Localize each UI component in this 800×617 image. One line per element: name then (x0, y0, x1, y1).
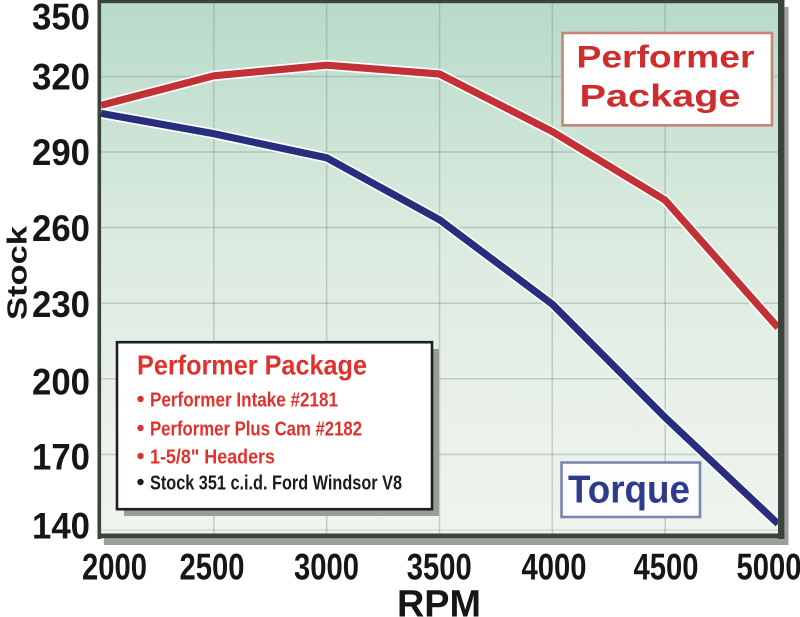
svg-text:320: 320 (32, 57, 90, 98)
svg-text:5000: 5000 (737, 547, 800, 588)
svg-text:140: 140 (32, 506, 90, 547)
svg-text:260: 260 (32, 208, 90, 249)
svg-text:230: 230 (32, 284, 90, 325)
svg-text:Performer Package: Performer Package (137, 350, 367, 381)
svg-text:170: 170 (32, 437, 90, 478)
svg-text:Torque: Torque (568, 469, 690, 512)
svg-text:Stock: Stock (2, 225, 33, 320)
svg-text:3000: 3000 (294, 547, 359, 588)
svg-text:Package: Package (580, 78, 741, 114)
svg-text:Performer Intake #2181: Performer Intake #2181 (150, 389, 338, 412)
svg-text:290: 290 (32, 132, 90, 173)
svg-text:1-5/8" Headers: 1-5/8" Headers (150, 445, 275, 468)
svg-text:3500: 3500 (407, 547, 472, 588)
svg-text:Performer Plus Cam #2182: Performer Plus Cam #2182 (150, 417, 362, 440)
svg-text:Stock 351 c.i.d. Ford Windsor: Stock 351 c.i.d. Ford Windsor V8 (150, 471, 402, 494)
svg-text:2000: 2000 (82, 547, 147, 588)
svg-text:2500: 2500 (180, 547, 245, 588)
svg-text:350: 350 (32, 0, 90, 38)
svg-text:4500: 4500 (634, 547, 699, 588)
svg-text:RPM: RPM (397, 584, 481, 617)
svg-text:Performer: Performer (577, 39, 755, 75)
svg-text:4000: 4000 (522, 547, 587, 588)
svg-text:200: 200 (32, 362, 90, 403)
